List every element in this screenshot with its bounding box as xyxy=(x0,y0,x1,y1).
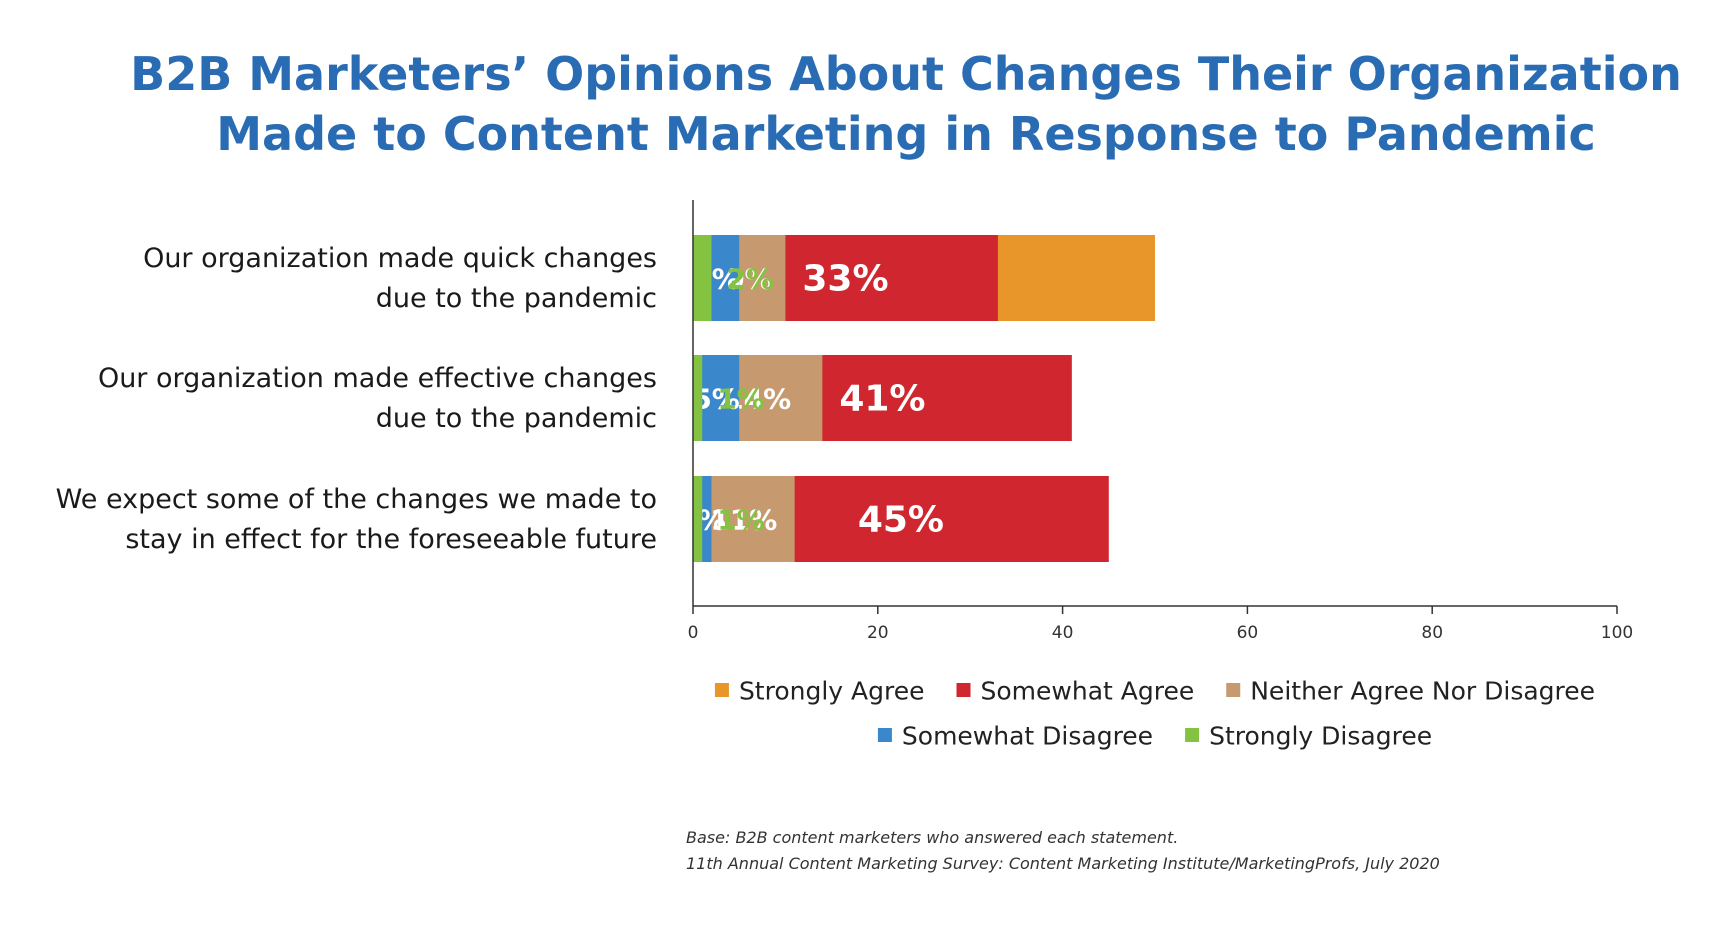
value-label-strongly-disagree-row-3: 1% xyxy=(717,504,765,537)
value-label-somewhat-agree-row-2: 41% xyxy=(839,379,925,420)
legend-swatch-somewhat-disagree xyxy=(877,728,892,742)
chart-title-line-2: Made to Content Marketing in Response to… xyxy=(216,107,1595,161)
bar-strongly-disagree-row-1 xyxy=(693,235,712,321)
legend: Strongly Agree Somewhat Agree Neither Agre… xyxy=(714,677,1595,751)
value-label-neither-agree-nor-disagree-row-3: 11% xyxy=(710,504,777,537)
legend-label-neither-agree-nor-disagree: Neither Agree Nor Disagree xyxy=(1250,677,1595,706)
category-label-row-2-line-2: due to the pandemic xyxy=(376,403,657,434)
x-tick-label-60: 60 xyxy=(1237,623,1259,643)
bar-strongly-disagree-row-3 xyxy=(693,476,703,562)
legend-label-strongly-agree: Strongly Agree xyxy=(739,677,925,706)
category-label-row-3-line-1: We expect some of the changes we made to xyxy=(56,484,657,515)
legend-label-somewhat-disagree: Somewhat Disagree xyxy=(902,722,1153,751)
category-label-row-2-line-1: Our organization made effective changes xyxy=(98,363,657,394)
value-label-somewhat-agree-row-3: 45% xyxy=(858,500,944,541)
legend-swatch-strongly-agree xyxy=(714,683,729,697)
category-labels: Our organization made quick changes due t… xyxy=(56,243,657,555)
legend-label-strongly-disagree: Strongly Disagree xyxy=(1209,722,1432,751)
bars-layer: 50%33%10%5%2%39%41%14%5%1%41%45%11%2%1% xyxy=(678,235,1155,562)
bar-strongly-disagree-row-2 xyxy=(693,355,703,441)
x-tick-label-20: 20 xyxy=(867,623,889,643)
category-label-row-1-line-1: Our organization made quick changes xyxy=(143,243,657,274)
x-tick-label-0: 0 xyxy=(688,623,699,643)
category-label-row-3-line-2: stay in effect for the foreseeable futur… xyxy=(125,524,657,555)
x-tick-label-80: 80 xyxy=(1421,623,1443,643)
value-label-strongly-disagree-row-1: 2% xyxy=(726,263,774,296)
legend-swatch-somewhat-agree xyxy=(956,683,971,697)
legend-swatch-neither-agree-nor-disagree xyxy=(1226,683,1241,697)
value-label-somewhat-agree-row-1: 33% xyxy=(802,259,888,300)
chart-title-line-1: B2B Marketers’ Opinions About Changes Th… xyxy=(130,47,1682,101)
value-label-strongly-disagree-row-2: 1% xyxy=(717,383,765,416)
source-note-line-2: 11th Annual Content Marketing Survey: Co… xyxy=(686,854,1440,873)
x-tick-label-40: 40 xyxy=(1052,623,1074,643)
legend-label-somewhat-agree: Somewhat Agree xyxy=(981,677,1195,706)
legend-swatch-strongly-disagree xyxy=(1185,728,1200,742)
category-label-row-1-line-2: due to the pandemic xyxy=(376,283,657,314)
x-tick-label-100: 100 xyxy=(1601,623,1633,643)
x-axis: 0 20 40 60 80 100 xyxy=(688,200,1633,643)
source-note-line-1: Base: B2B content marketers who answered… xyxy=(686,828,1178,847)
